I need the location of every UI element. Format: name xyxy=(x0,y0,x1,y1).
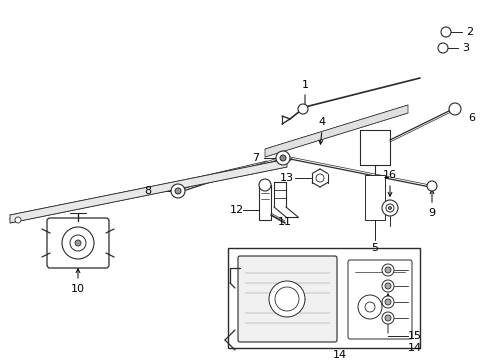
Circle shape xyxy=(268,281,305,317)
Bar xyxy=(259,185,270,220)
Circle shape xyxy=(381,264,393,276)
Circle shape xyxy=(75,240,81,246)
Circle shape xyxy=(385,204,393,212)
Circle shape xyxy=(280,155,285,161)
Circle shape xyxy=(384,299,390,305)
Text: 8: 8 xyxy=(144,186,151,196)
Bar xyxy=(364,175,384,220)
Circle shape xyxy=(437,43,447,53)
Text: 10: 10 xyxy=(71,284,85,294)
Circle shape xyxy=(384,283,390,289)
Text: 9: 9 xyxy=(427,208,435,218)
Text: 6: 6 xyxy=(468,113,474,123)
Text: 12: 12 xyxy=(229,205,244,215)
Text: 1: 1 xyxy=(301,80,308,90)
Circle shape xyxy=(315,174,324,182)
Circle shape xyxy=(15,217,21,223)
Circle shape xyxy=(384,315,390,321)
Circle shape xyxy=(387,207,391,210)
Circle shape xyxy=(381,312,393,324)
Circle shape xyxy=(381,280,393,292)
Polygon shape xyxy=(264,105,407,157)
Text: 11: 11 xyxy=(278,217,291,227)
Text: 15: 15 xyxy=(407,331,421,341)
Circle shape xyxy=(448,103,460,115)
Circle shape xyxy=(70,235,86,251)
Text: 13: 13 xyxy=(280,173,293,183)
FancyBboxPatch shape xyxy=(347,260,411,339)
Text: 14: 14 xyxy=(407,343,421,353)
Circle shape xyxy=(357,295,381,319)
Bar xyxy=(227,248,419,348)
Circle shape xyxy=(440,27,450,37)
FancyBboxPatch shape xyxy=(238,256,336,342)
Circle shape xyxy=(62,227,94,259)
Circle shape xyxy=(171,184,184,198)
Text: 4: 4 xyxy=(318,117,325,127)
Text: 5: 5 xyxy=(371,243,378,253)
Circle shape xyxy=(275,151,289,165)
Text: 7: 7 xyxy=(252,153,259,163)
Circle shape xyxy=(384,267,390,273)
Circle shape xyxy=(381,296,393,308)
Circle shape xyxy=(364,302,374,312)
Polygon shape xyxy=(10,159,286,223)
Circle shape xyxy=(297,104,307,114)
Circle shape xyxy=(274,287,298,311)
Text: 2: 2 xyxy=(466,27,472,37)
FancyBboxPatch shape xyxy=(47,218,109,268)
Text: 16: 16 xyxy=(382,170,396,180)
Circle shape xyxy=(259,179,270,191)
Circle shape xyxy=(426,181,436,191)
Circle shape xyxy=(175,188,181,194)
Circle shape xyxy=(381,200,397,216)
Text: 14: 14 xyxy=(332,350,346,360)
Text: 3: 3 xyxy=(462,43,468,53)
